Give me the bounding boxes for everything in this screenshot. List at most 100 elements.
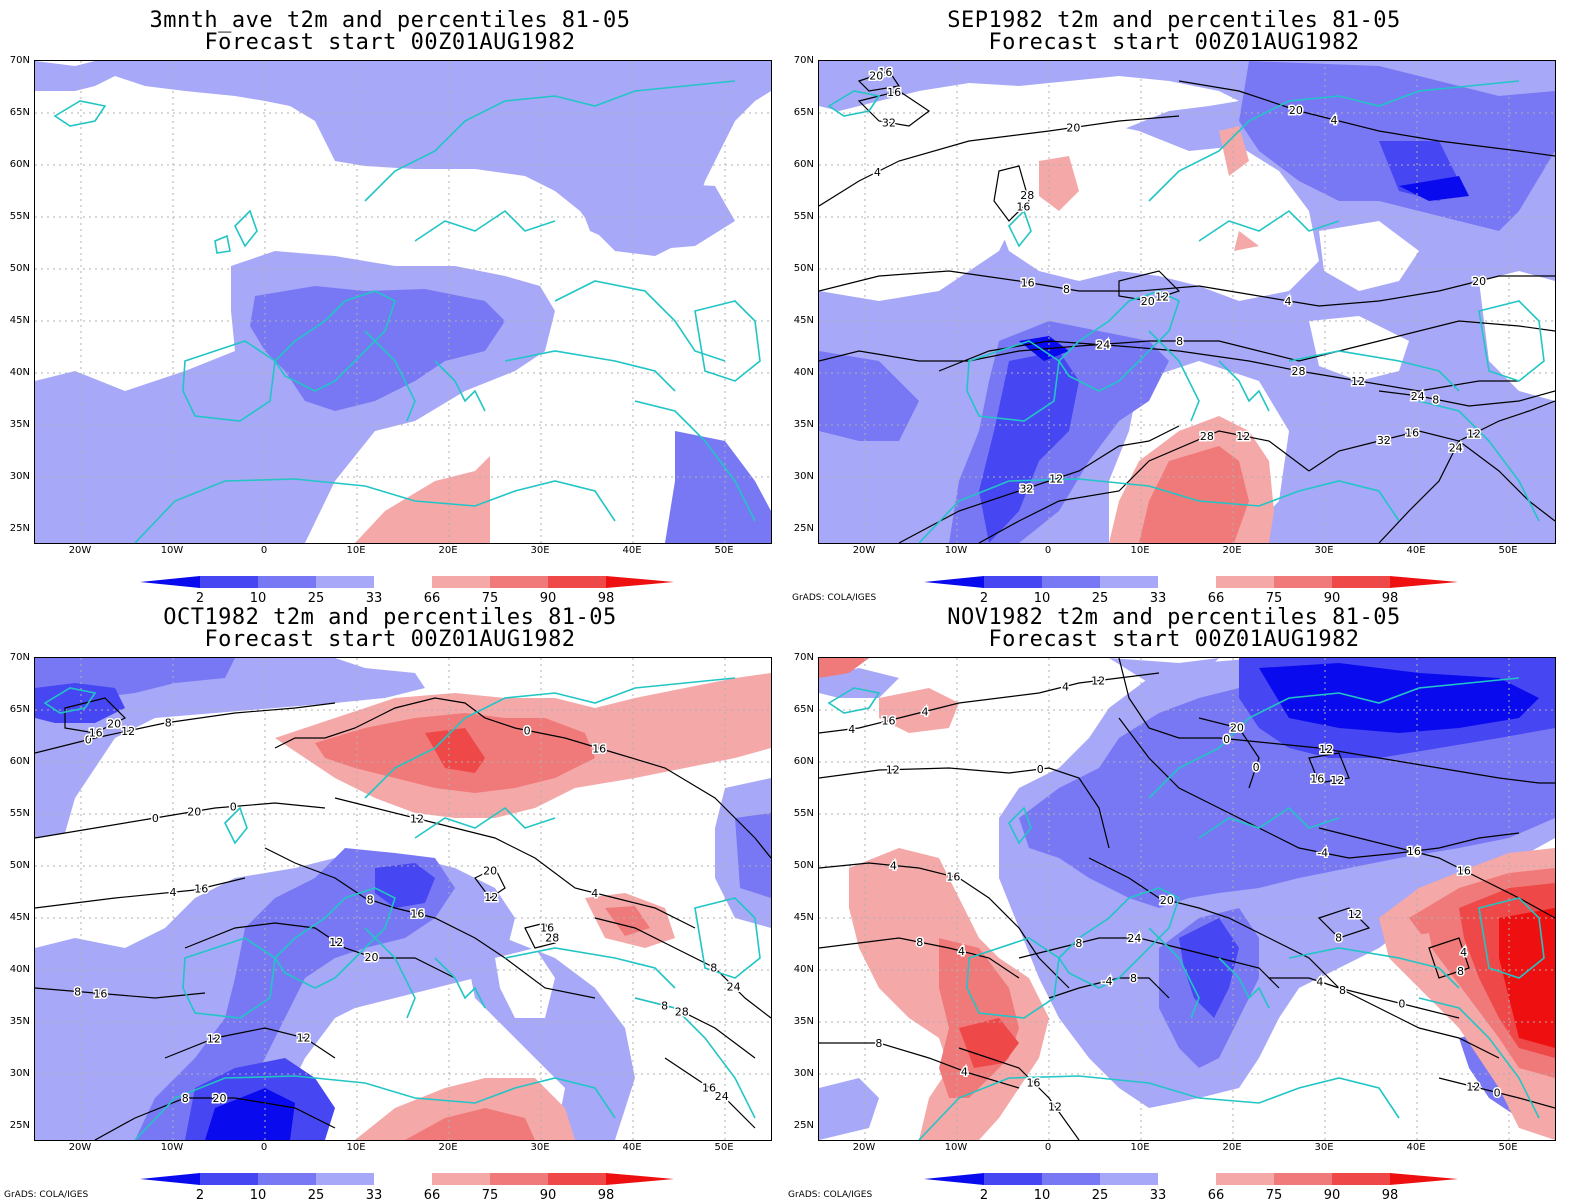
- colorbar-label: 90: [1323, 591, 1341, 606]
- contour-label: 4: [1412, 846, 1419, 859]
- contour-label: 16: [878, 66, 892, 79]
- contour-label: 8: [710, 961, 717, 974]
- contour-label: 8: [367, 894, 374, 907]
- lon-label: 10E: [1130, 1142, 1150, 1153]
- contour-label: 16: [89, 727, 103, 740]
- colorbar: [140, 576, 674, 588]
- contour-label: 20: [869, 69, 883, 82]
- contour-label: 20: [1289, 104, 1303, 117]
- contour-label: 4: [1331, 114, 1338, 127]
- contour-label: 20: [1141, 295, 1155, 308]
- lon-label: 0: [260, 1142, 268, 1153]
- colorbar-label: 98: [1381, 591, 1399, 606]
- lat-label: 55N: [9, 211, 30, 222]
- contour-label: 24: [1411, 390, 1425, 403]
- lat-label: 65N: [793, 107, 814, 118]
- lat-label: 70N: [9, 652, 30, 663]
- panel-subtitle: Forecast start 00Z01AUG1982: [204, 30, 576, 55]
- blue-region: [205, 1088, 295, 1140]
- panel-subtitle: Forecast start 00Z01AUG1982: [988, 30, 1360, 55]
- contour-label: 16: [881, 715, 895, 728]
- contour-label: 0: [152, 812, 159, 825]
- lat-label: 40N: [793, 367, 814, 378]
- blue-region: [665, 431, 771, 543]
- contour-label: 12: [1351, 375, 1365, 388]
- blue-region: [135, 848, 455, 1140]
- contour-label: 16: [410, 908, 424, 921]
- contour-label: 4: [1062, 680, 1069, 693]
- colorbar-label: 33: [1149, 591, 1167, 606]
- contour-label: 24: [1096, 338, 1110, 351]
- lon-label: 50E: [1498, 545, 1518, 556]
- lat-label: 55N: [9, 808, 30, 819]
- colorbar-label: 98: [597, 591, 615, 606]
- lat-label: 25N: [793, 1120, 814, 1131]
- panel-subtitle: Forecast start 00Z01AUG1982: [204, 627, 576, 652]
- white-region: [1479, 271, 1555, 401]
- map-plot-area: 4 4 8 4 8 12 8 12 12 16 12 16 16 20 16 20 20 16 20 24 28 24 32…: [818, 60, 1556, 544]
- lat-label: 25N: [9, 523, 30, 534]
- colorbar-label: 2: [979, 591, 989, 606]
- contour-label: 16: [1405, 427, 1419, 440]
- contour-label: 4: [169, 886, 176, 899]
- colorbar: [924, 1173, 1458, 1185]
- contour-label: 16: [540, 921, 554, 934]
- map-svg: 4404840-40488-40121684121612121648121620…: [819, 658, 1555, 1140]
- map-svg: 0048048121288816121620122016161612162012…: [35, 658, 771, 1140]
- lon-label: 30E: [530, 545, 550, 556]
- graticule: [35, 658, 771, 1140]
- lat-label: 30N: [793, 471, 814, 482]
- contour-label: 8: [165, 717, 172, 730]
- red-region: [1499, 908, 1555, 1048]
- contour-label: 12: [1048, 1100, 1062, 1113]
- contour-label: 4: [848, 723, 855, 736]
- contour-label: 12: [1155, 291, 1169, 304]
- lat-label: 60N: [9, 159, 30, 170]
- graticule: [819, 658, 1555, 1140]
- contour-label: 28: [545, 932, 559, 945]
- contour-label: 24: [1449, 442, 1463, 455]
- panel-title: NOV1982 t2m and percentiles 81-05: [947, 605, 1401, 630]
- contours: [35, 697, 771, 1140]
- lat-label: 50N: [793, 860, 814, 871]
- contour-label: 20: [1472, 275, 1486, 288]
- contour-label: 16: [702, 1081, 716, 1094]
- lat-label: 40N: [9, 964, 30, 975]
- contour-label: 8: [916, 936, 923, 949]
- lon-label: 20E: [438, 545, 458, 556]
- contour-label: 20: [1066, 122, 1080, 135]
- lon-label: 10W: [160, 545, 184, 556]
- lon-label: 10W: [944, 545, 968, 556]
- lon-label: 10E: [346, 1142, 366, 1153]
- contour-label: 8: [74, 986, 81, 999]
- red-region: [1234, 231, 1259, 251]
- panel-subtitle: Forecast start 00Z01AUG1982: [988, 627, 1360, 652]
- contour-label: 8: [1339, 984, 1346, 997]
- contour-label: 0: [1398, 998, 1405, 1011]
- white-region: [819, 111, 949, 271]
- contour-label: 28: [1200, 430, 1214, 443]
- contour-label: 12: [297, 1032, 311, 1045]
- contour-label: 32: [882, 117, 896, 130]
- contour-label: 12: [1049, 473, 1063, 486]
- contour-label: 20: [213, 1092, 227, 1105]
- contour-label: 16: [1457, 864, 1471, 877]
- contour-label: 16: [93, 987, 107, 1000]
- contour-label: 12: [1466, 1081, 1480, 1094]
- lon-label: 40E: [1406, 1142, 1426, 1153]
- lat-label: 35N: [793, 419, 814, 430]
- lat-label: 30N: [9, 471, 30, 482]
- lat-label: 45N: [9, 315, 30, 326]
- contour-label: 8: [1176, 335, 1183, 348]
- map-panel-oct1982: OCT1982 t2m and percentiles 81-05 Foreca…: [0, 597, 780, 1202]
- contour-label: 20: [107, 717, 121, 730]
- lat-label: 45N: [9, 912, 30, 923]
- lat-label: 60N: [793, 159, 814, 170]
- colorbar-label: 10: [1033, 591, 1051, 606]
- contour-label: 12: [207, 1032, 221, 1045]
- map-plot-area: 0 0 4 8 0 4 8 12 12 8 8 8 16 12 16 20 12 20 16 16 16 12 16 20 12…: [34, 657, 772, 1141]
- lon-label: 20W: [68, 545, 92, 556]
- lat-label: 50N: [9, 263, 30, 274]
- contour-label: 20: [187, 805, 201, 818]
- lon-label: 20W: [68, 1142, 92, 1153]
